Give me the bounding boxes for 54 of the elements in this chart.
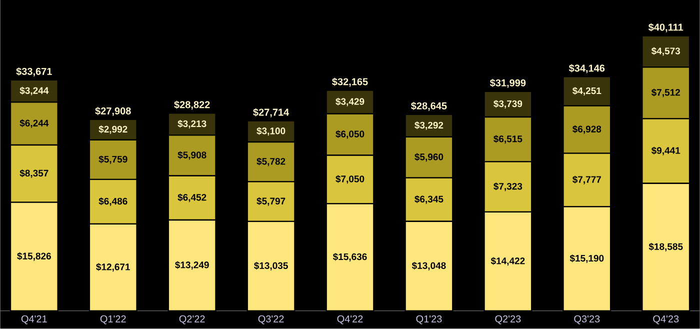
x-tick-label: Q3'22 xyxy=(258,315,284,324)
data-label: $3,429 xyxy=(336,98,364,106)
data-label: $6,928 xyxy=(572,125,602,134)
total-label: $28,645 xyxy=(411,102,447,111)
data-label: $5,782 xyxy=(256,158,286,166)
data-label: $6,486 xyxy=(98,198,128,206)
data-label: $5,960 xyxy=(414,153,444,162)
x-tick-label: Q2'23 xyxy=(495,315,521,324)
data-label: $2,992 xyxy=(98,126,128,134)
data-label: $6,345 xyxy=(414,195,444,204)
data-label: $4,251 xyxy=(572,87,602,96)
data-label: $6,452 xyxy=(178,194,206,202)
data-label: $5,797 xyxy=(256,197,286,206)
data-label: $15,636 xyxy=(332,253,367,262)
x-tick-label: Q1'22 xyxy=(100,315,126,324)
data-label: $15,826 xyxy=(17,252,51,261)
total-label: $27,714 xyxy=(253,108,290,118)
total-label: $27,908 xyxy=(95,107,131,116)
total-label: $40,111 xyxy=(648,23,684,32)
data-label: $3,292 xyxy=(414,122,444,130)
data-label: $4,573 xyxy=(651,47,680,56)
data-label: $5,759 xyxy=(98,156,128,164)
data-label: $7,512 xyxy=(651,88,680,98)
x-tick-label: Q1'23 xyxy=(416,315,442,324)
data-label: $5,908 xyxy=(178,151,206,160)
total-label: $33,671 xyxy=(16,68,52,76)
data-label: $7,050 xyxy=(336,175,364,184)
data-label: $6,244 xyxy=(20,119,49,128)
data-label: $9,441 xyxy=(651,146,680,156)
data-label: $3,100 xyxy=(256,127,286,136)
data-label: $18,585 xyxy=(648,242,683,252)
total-label: $34,146 xyxy=(568,64,605,74)
data-label: $3,739 xyxy=(494,100,522,109)
total-label: $28,822 xyxy=(174,100,210,110)
data-label: $13,048 xyxy=(412,262,446,270)
x-tick-label: Q3'23 xyxy=(574,315,600,324)
data-label: $3,213 xyxy=(178,120,206,129)
x-tick-label: Q4'23 xyxy=(653,315,679,324)
data-label: $6,515 xyxy=(494,135,522,144)
data-label: $13,249 xyxy=(175,261,209,270)
data-label: $3,244 xyxy=(20,86,49,96)
x-tick-label: Q4'22 xyxy=(337,315,363,324)
total-label: $31,999 xyxy=(490,78,526,88)
data-label: $8,357 xyxy=(20,169,48,178)
data-label: $12,671 xyxy=(96,263,130,272)
data-label: $14,422 xyxy=(490,257,525,266)
data-label: $7,323 xyxy=(494,182,522,192)
data-label: $6,050 xyxy=(336,130,364,139)
x-tick-label: Q2'22 xyxy=(179,315,205,324)
x-tick-label: Q4'21 xyxy=(21,315,47,324)
data-label: $15,190 xyxy=(570,254,604,264)
data-label: $7,777 xyxy=(572,176,601,184)
total-label: $32,165 xyxy=(332,78,368,87)
data-label: $13,035 xyxy=(254,262,288,270)
